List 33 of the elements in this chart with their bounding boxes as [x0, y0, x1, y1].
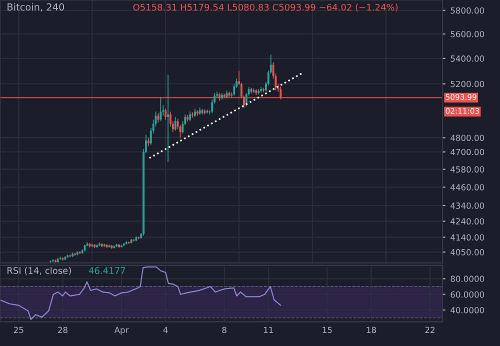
y-tick-label: 5600.00 — [450, 30, 484, 38]
x-tick-label: 15 — [322, 326, 332, 334]
y-tick-label: 5800.00 — [450, 7, 484, 14]
x-tick-label: 22 — [425, 326, 434, 333]
candlestick — [174, 116, 176, 132]
y-tick-label: 4700.00 — [450, 148, 484, 156]
candlestick — [164, 108, 167, 120]
y-tick-label: 5400.00 — [450, 55, 484, 62]
y-tick-label: 4580.00 — [450, 166, 484, 173]
x-tick-label: 28 — [58, 326, 68, 334]
y-tick-label: 4240.00 — [450, 218, 484, 224]
annotation: 46.4177 — [88, 267, 126, 274]
candlestick — [160, 96, 162, 122]
x-tick-label: Apr — [114, 326, 129, 335]
y-tick-label: 60.0000 — [450, 291, 484, 298]
candlestick — [167, 74, 169, 162]
y-tick-label: 40.0000 — [450, 307, 484, 314]
y-tick-label: 4460.00 — [450, 184, 484, 190]
chart-title: RSI (14, close) — [8, 266, 71, 276]
y-tick-label: 4140.00 — [450, 234, 484, 241]
candlestick — [189, 111, 192, 122]
y-tick-label: 80.0000 — [450, 276, 484, 282]
y-tick-label: 4340.00 — [450, 202, 484, 209]
chart-subtitle: O5158.31 H5179.54 L5080.83 C5093.99 −64.02 (−1.24%) — [133, 4, 398, 12]
y-tick-label: 4050.00 — [450, 249, 484, 256]
y-tick-label: 5200.00 — [450, 80, 484, 88]
x-tick-label: 11 — [264, 326, 273, 333]
x-tick-label: 18 — [366, 326, 376, 334]
y-tick-label: 4800.00 — [450, 134, 484, 142]
chart-title: Bitcoin, 240 — [8, 3, 64, 12]
x-tick-label: 4 — [163, 326, 168, 333]
x-tick-label: 8 — [222, 326, 226, 334]
x-tick-label: 25 — [14, 326, 24, 334]
